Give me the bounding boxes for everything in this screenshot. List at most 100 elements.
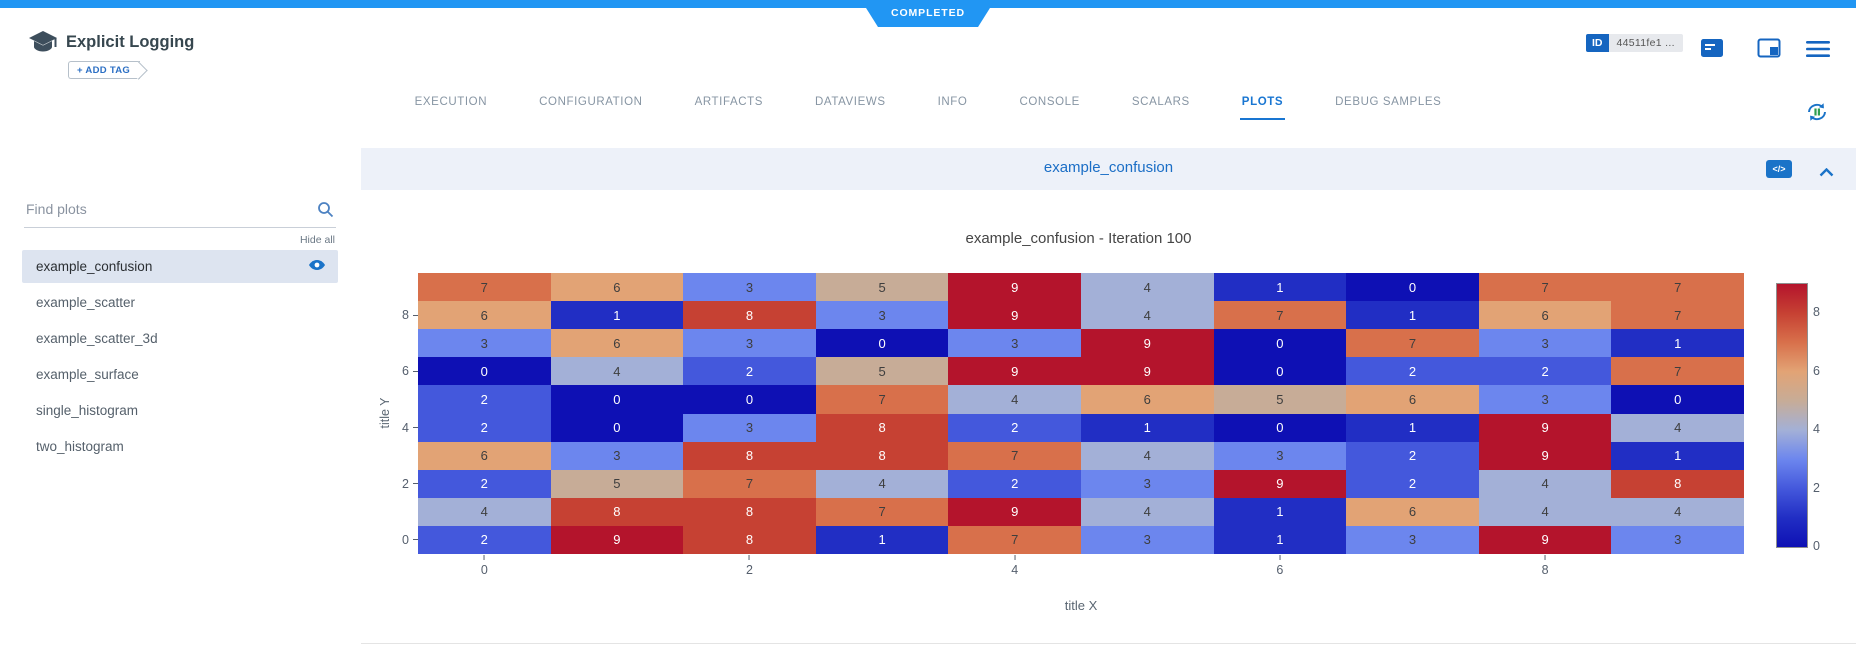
eye-icon[interactable] — [308, 258, 326, 275]
heatmap-cell-r5-c6[interactable]: 0 — [1213, 413, 1347, 442]
heatmap-cell-r8-c0[interactable]: 4 — [418, 497, 551, 526]
heatmap-cell-r3-c8[interactable]: 2 — [1478, 357, 1612, 386]
heatmap-cell-r0-c2[interactable]: 3 — [683, 273, 816, 302]
chevron-up-icon[interactable] — [1819, 164, 1834, 182]
heatmap-cell-r3-c2[interactable]: 2 — [683, 357, 816, 386]
heatmap-cell-r8-c3[interactable]: 7 — [815, 497, 949, 526]
heatmap-cell-r6-c0[interactable]: 6 — [418, 441, 551, 470]
heatmap-cell-r2-c0[interactable]: 3 — [418, 329, 551, 358]
heatmap-cell-r1-c5[interactable]: 4 — [1081, 301, 1214, 330]
heatmap-cell-r3-c0[interactable]: 0 — [418, 357, 551, 386]
heatmap-cell-r9-c8[interactable]: 9 — [1478, 525, 1612, 554]
sidebar-item-single-histogram[interactable]: single_histogram — [22, 394, 338, 427]
tab-dataviews[interactable]: DATAVIEWS — [815, 96, 886, 108]
heatmap-cell-r5-c5[interactable]: 1 — [1081, 413, 1214, 442]
heatmap-cell-r6-c9[interactable]: 1 — [1611, 441, 1744, 470]
heatmap-cell-r9-c3[interactable]: 1 — [815, 525, 949, 554]
heatmap-cell-r5-c1[interactable]: 0 — [550, 413, 684, 442]
heatmap-cell-r0-c8[interactable]: 7 — [1478, 273, 1612, 302]
heatmap-cell-r1-c9[interactable]: 7 — [1611, 301, 1744, 330]
heatmap-cell-r5-c4[interactable]: 2 — [948, 413, 1081, 442]
heatmap-cell-r2-c8[interactable]: 3 — [1478, 329, 1612, 358]
heatmap-cell-r8-c1[interactable]: 8 — [550, 497, 684, 526]
heatmap-cell-r7-c7[interactable]: 2 — [1346, 469, 1479, 498]
heatmap-cell-r3-c1[interactable]: 4 — [550, 357, 684, 386]
heatmap-cell-r5-c2[interactable]: 3 — [683, 413, 816, 442]
heatmap-cell-r4-c2[interactable]: 0 — [683, 385, 816, 414]
sidebar-item-example-surface[interactable]: example_surface — [22, 358, 338, 391]
sidebar-item-example-scatter-3d[interactable]: example_scatter_3d — [22, 322, 338, 355]
heatmap-cell-r7-c6[interactable]: 9 — [1213, 469, 1347, 498]
heatmap-cell-r6-c5[interactable]: 4 — [1081, 441, 1214, 470]
heatmap-cell-r9-c1[interactable]: 9 — [550, 525, 684, 554]
heatmap-cell-r7-c3[interactable]: 4 — [815, 469, 949, 498]
heatmap-cell-r8-c6[interactable]: 1 — [1213, 497, 1347, 526]
heatmap-cell-r6-c6[interactable]: 3 — [1213, 441, 1347, 470]
tab-configuration[interactable]: CONFIGURATION — [539, 96, 643, 108]
menu-icon[interactable] — [1806, 40, 1830, 63]
heatmap-cell-r4-c5[interactable]: 6 — [1081, 385, 1214, 414]
heatmap-cell-r1-c3[interactable]: 3 — [815, 301, 949, 330]
tab-console[interactable]: CONSOLE — [1019, 96, 1080, 108]
heatmap-cell-r2-c1[interactable]: 6 — [550, 329, 684, 358]
heatmap-cell-r6-c7[interactable]: 2 — [1346, 441, 1479, 470]
heatmap-cell-r8-c4[interactable]: 9 — [948, 497, 1081, 526]
heatmap-cell-r9-c5[interactable]: 3 — [1081, 525, 1214, 554]
heatmap-cell-r4-c9[interactable]: 0 — [1611, 385, 1744, 414]
details-panel-icon[interactable] — [1757, 37, 1781, 64]
experiment-id-badge[interactable]: ID 44511fe1 ... — [1586, 34, 1683, 52]
heatmap-cell-r2-c7[interactable]: 7 — [1346, 329, 1479, 358]
sidebar-item-example-scatter[interactable]: example_scatter — [22, 286, 338, 319]
find-plots-input[interactable] — [24, 200, 308, 218]
tab-scalars[interactable]: SCALARS — [1131, 96, 1190, 108]
heatmap-cell-r0-c1[interactable]: 6 — [550, 273, 684, 302]
tab-plots[interactable]: PLOTS — [1239, 96, 1286, 120]
heatmap-cell-r6-c1[interactable]: 3 — [550, 441, 684, 470]
heatmap-cell-r3-c4[interactable]: 9 — [948, 357, 1081, 386]
tab-artifacts[interactable]: ARTIFACTS — [694, 96, 764, 108]
heatmap-cell-r5-c8[interactable]: 9 — [1478, 413, 1612, 442]
tab-debug-samples[interactable]: DEBUG SAMPLES — [1335, 96, 1442, 108]
heatmap-cell-r7-c4[interactable]: 2 — [948, 469, 1081, 498]
view-code-button[interactable]: </> — [1766, 160, 1792, 178]
heatmap-cell-r0-c4[interactable]: 9 — [948, 273, 1081, 302]
heatmap-cell-r7-c9[interactable]: 8 — [1611, 469, 1744, 498]
heatmap-cell-r1-c0[interactable]: 6 — [418, 301, 551, 330]
heatmap-cell-r8-c2[interactable]: 8 — [683, 497, 816, 526]
heatmap-cell-r4-c6[interactable]: 5 — [1213, 385, 1347, 414]
heatmap-cell-r2-c2[interactable]: 3 — [683, 329, 816, 358]
heatmap-cell-r5-c0[interactable]: 2 — [418, 413, 551, 442]
heatmap-cell-r4-c3[interactable]: 7 — [815, 385, 949, 414]
sidebar-item-example-confusion[interactable]: example_confusion — [22, 250, 338, 283]
heatmap-cell-r6-c2[interactable]: 8 — [683, 441, 816, 470]
heatmap-cell-r3-c7[interactable]: 2 — [1346, 357, 1479, 386]
heatmap-cell-r4-c1[interactable]: 0 — [550, 385, 684, 414]
tab-execution[interactable]: EXECUTION — [414, 96, 488, 108]
heatmap-cell-r2-c5[interactable]: 9 — [1081, 329, 1214, 358]
sidebar-item-two-histogram[interactable]: two_histogram — [22, 430, 338, 463]
heatmap-cell-r0-c0[interactable]: 7 — [418, 273, 551, 302]
heatmap-cell-r9-c7[interactable]: 3 — [1346, 525, 1479, 554]
console-log-icon[interactable] — [1700, 37, 1724, 64]
heatmap-cell-r6-c8[interactable]: 9 — [1478, 441, 1612, 470]
heatmap-cell-r1-c7[interactable]: 1 — [1346, 301, 1479, 330]
heatmap-cell-r9-c0[interactable]: 2 — [418, 525, 551, 554]
heatmap-cell-r7-c8[interactable]: 4 — [1478, 469, 1612, 498]
heatmap-cell-r7-c0[interactable]: 2 — [418, 469, 551, 498]
heatmap-cell-r9-c2[interactable]: 8 — [683, 525, 816, 554]
heatmap-cell-r8-c5[interactable]: 4 — [1081, 497, 1214, 526]
heatmap-cell-r3-c3[interactable]: 5 — [815, 357, 949, 386]
auto-refresh-icon[interactable] — [1804, 100, 1830, 129]
search-icon[interactable] — [317, 201, 334, 223]
heatmap-cell-r4-c7[interactable]: 6 — [1346, 385, 1479, 414]
heatmap-cell-r1-c6[interactable]: 7 — [1213, 301, 1347, 330]
heatmap-cell-r0-c7[interactable]: 0 — [1346, 273, 1479, 302]
heatmap-cell-r5-c7[interactable]: 1 — [1346, 413, 1479, 442]
heatmap-cell-r7-c1[interactable]: 5 — [550, 469, 684, 498]
heatmap-cell-r0-c3[interactable]: 5 — [815, 273, 949, 302]
heatmap-cell-r9-c4[interactable]: 7 — [948, 525, 1081, 554]
heatmap-cell-r8-c7[interactable]: 6 — [1346, 497, 1479, 526]
hide-all-button[interactable]: Hide all — [299, 234, 335, 246]
heatmap-cell-r1-c1[interactable]: 1 — [550, 301, 684, 330]
heatmap-cell-r8-c8[interactable]: 4 — [1478, 497, 1612, 526]
